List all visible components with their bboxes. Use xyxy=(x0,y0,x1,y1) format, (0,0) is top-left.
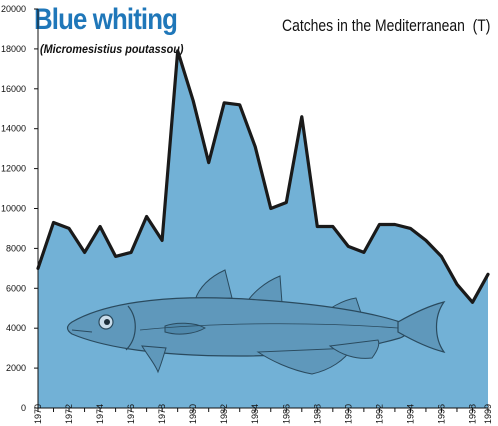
y-tick-label: 16000 xyxy=(1,84,26,94)
tail-fin xyxy=(397,301,446,353)
y-tick-label: 20000 xyxy=(1,4,26,14)
x-tick-label: 1998 xyxy=(467,404,477,424)
y-tick-label: 12000 xyxy=(1,164,26,174)
axis-layer: 0 2000 4000 6000 8000 10000 12000 14000 16000 180… xyxy=(1,4,493,424)
x-tick-label: 1974 xyxy=(95,404,105,424)
catch-line xyxy=(36,49,490,304)
x-tick-label: 1996 xyxy=(436,404,446,424)
x-tick-label: 1978 xyxy=(157,404,167,424)
right-title-text: Catches in the Mediterranean xyxy=(282,16,465,35)
dorsal-fin-1 xyxy=(194,269,233,301)
x-tick-label: 1982 xyxy=(219,404,229,424)
gill-line xyxy=(125,305,136,351)
x-tick-label: 1984 xyxy=(250,404,260,424)
y-tick-label: 18000 xyxy=(1,44,26,54)
y-tick-label: 8000 xyxy=(6,243,26,253)
y-tick-label: 6000 xyxy=(6,283,26,293)
x-tick-label: 1972 xyxy=(64,404,74,424)
y-tick-label: 0 xyxy=(21,403,26,413)
fish-illustration xyxy=(66,269,446,375)
x-tick-label: 1986 xyxy=(281,404,291,424)
line-layer xyxy=(36,49,490,304)
y-tick-label: 4000 xyxy=(6,323,26,333)
fish-pupil xyxy=(104,319,110,325)
x-tick-label: 1988 xyxy=(312,404,322,424)
unit-label: (T) xyxy=(472,16,491,35)
x-tick-label: 1976 xyxy=(126,404,136,424)
x-tick-label: 1970 xyxy=(33,404,43,424)
anal-fin-2 xyxy=(328,339,380,359)
fish-body xyxy=(66,297,409,357)
x-tick-label: 1999 xyxy=(483,404,493,424)
chart-subtitle: (Micromesistius poutassou) xyxy=(40,42,184,56)
y-tick-label: 14000 xyxy=(1,124,26,134)
x-tick-label: 1994 xyxy=(405,404,415,424)
pelvic-fin xyxy=(141,345,167,374)
lateral-line xyxy=(139,323,399,331)
x-tick-label: 1980 xyxy=(188,404,198,424)
fish-mouth xyxy=(71,329,93,333)
y-tick-label: 10000 xyxy=(1,204,26,214)
chart-title: Blue whiting xyxy=(34,3,178,36)
chart-right-title: Catches in the Mediterranean (T) xyxy=(282,16,490,36)
x-tick-label: 1992 xyxy=(374,404,384,424)
x-tick-label: 1990 xyxy=(343,404,353,424)
y-tick-label: 2000 xyxy=(6,363,26,373)
